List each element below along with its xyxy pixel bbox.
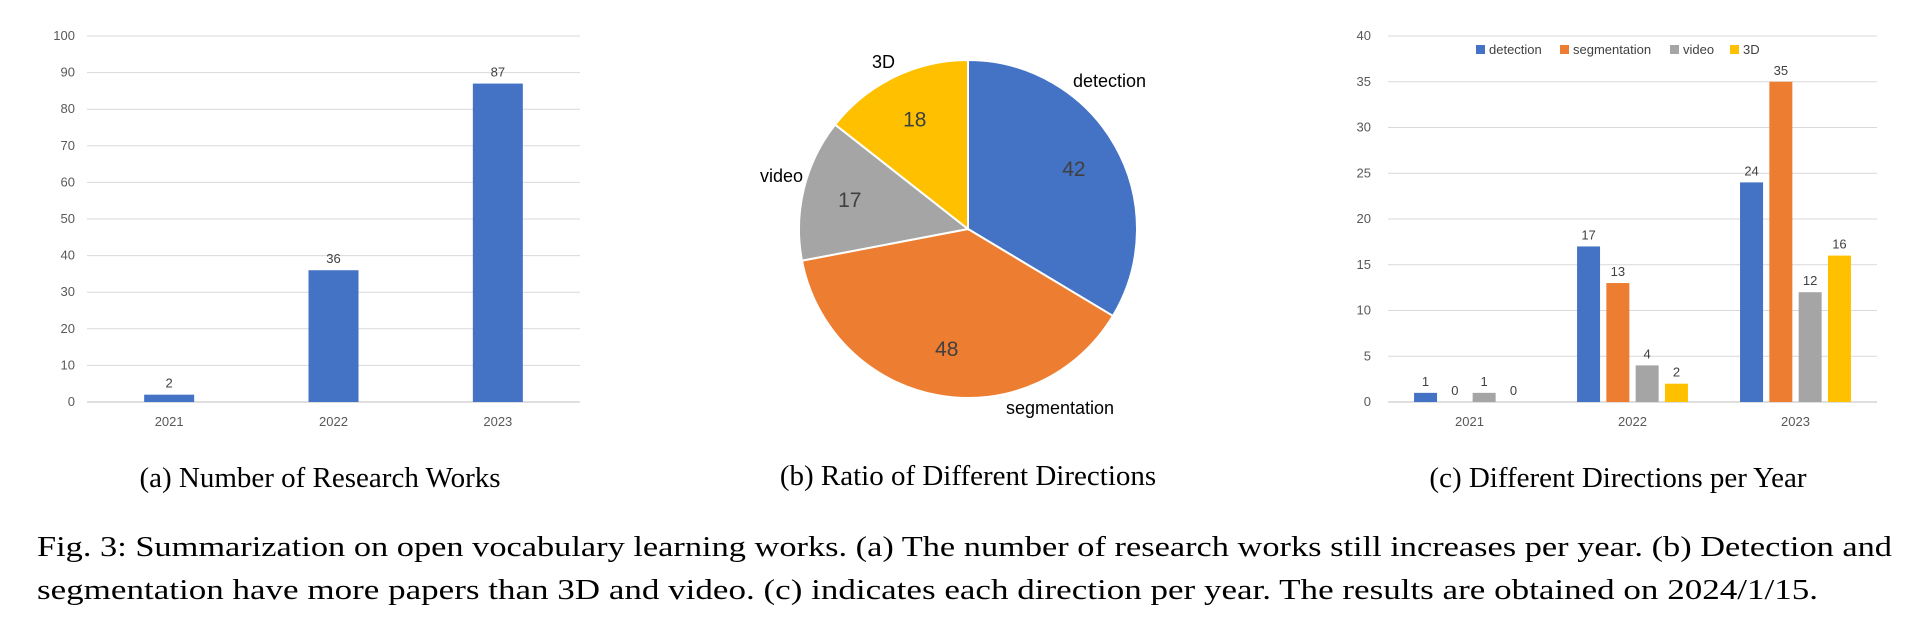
data-label-segmentation-2022: 13 [1611, 264, 1625, 279]
y-tick-label-a: 20 [61, 321, 75, 336]
data-label-3D-2021: 0 [1510, 383, 1517, 398]
data-label-3D-2023: 16 [1832, 237, 1846, 252]
bar-video-2022 [1635, 365, 1659, 402]
y-tick-label-c: 30 [1357, 120, 1371, 135]
caption-a: (a) Number of Research Works [139, 462, 500, 494]
y-tick-label-a: 100 [53, 28, 75, 43]
data-label-detection-2021: 1 [1422, 374, 1429, 389]
pie-category-3D: 3D [872, 52, 895, 72]
y-tick-label-a: 0 [68, 394, 75, 409]
y-tick-label-a: 40 [61, 248, 75, 263]
pie-slice-3D [833, 58, 969, 232]
data-label-segmentation-2023: 35 [1774, 63, 1788, 78]
y-tick-label-c: 20 [1357, 211, 1371, 226]
bar-detection-2023 [1740, 182, 1764, 402]
legend-swatch-segmentation [1560, 45, 1569, 54]
y-tick-label-c: 25 [1357, 165, 1371, 180]
pie-slice-detection [967, 58, 1138, 318]
data-label-detection-2023: 24 [1744, 163, 1758, 178]
data-label-2021: 2 [166, 376, 173, 391]
legend-swatch-detection [1476, 45, 1485, 54]
y-tick-label-a: 70 [61, 138, 75, 153]
legend-label-video: video [1683, 42, 1714, 57]
data-label-detection-2022: 17 [1581, 227, 1595, 242]
bar-segmentation-2023 [1769, 81, 1793, 402]
data-label-video-2022: 4 [1644, 346, 1651, 361]
y-tick-label-c: 0 [1364, 394, 1371, 409]
bar-video-2023 [1798, 292, 1822, 402]
bar-2021 [144, 394, 195, 402]
x-tick-label-2023: 2023 [483, 414, 512, 429]
data-label-3D-2022: 2 [1673, 365, 1680, 380]
bar-segmentation-2022 [1606, 283, 1630, 402]
y-tick-label-c: 10 [1357, 303, 1371, 318]
chart-a-research-works: 0 10 20 30 40 50 60 70 80 90 100 2 2021 36 2022 87 2023 [53, 28, 580, 429]
bar-detection-2022 [1577, 246, 1601, 402]
pie-value-segmentation: 48 [935, 338, 958, 361]
bar-detection-2021 [1414, 392, 1438, 402]
x-tick-label-2021: 2021 [1455, 414, 1484, 429]
data-label-segmentation-2021: 0 [1451, 383, 1458, 398]
pie-category-segmentation: segmentation [1006, 398, 1114, 418]
x-tick-label-2022: 2022 [1618, 414, 1647, 429]
data-label-2023: 87 [491, 65, 505, 80]
y-tick-label-a: 10 [61, 357, 75, 372]
legend-label-detection: detection [1489, 42, 1542, 57]
data-label-video-2023: 12 [1803, 273, 1817, 288]
y-tick-label-a: 30 [61, 284, 75, 299]
x-tick-label-2022: 2022 [319, 414, 348, 429]
legend-label-3D: 3D [1743, 42, 1760, 57]
bar-3D-2022 [1664, 383, 1688, 402]
bar-2022 [308, 270, 359, 402]
y-tick-label-a: 60 [61, 174, 75, 189]
data-label-video-2021: 1 [1481, 374, 1488, 389]
pie-value-detection: 42 [1062, 158, 1085, 181]
legend-label-segmentation: segmentation [1573, 42, 1651, 57]
pie-slice-segmentation [800, 227, 1115, 399]
legend-swatch-3D [1730, 45, 1739, 54]
y-tick-label-a: 80 [61, 101, 75, 116]
y-tick-label-a: 50 [61, 211, 75, 226]
chart-b-direction-ratio: 42 detection 48 segmentation 17 video 18 3D [760, 52, 1146, 418]
pie-value-3D: 18 [903, 109, 926, 132]
chart-c-directions-per-year: 0510152025303540101020211713422022243512… [1357, 28, 1877, 429]
data-label-2022: 36 [326, 251, 340, 266]
legend-swatch-video [1670, 45, 1679, 54]
y-tick-label-c: 35 [1357, 74, 1371, 89]
figure-caption-line-1: Fig. 3: Summarization on open vocabulary… [37, 531, 1893, 563]
pie-category-detection: detection [1073, 71, 1146, 91]
figure-caption-line-2: segmentation have more papers than 3D an… [37, 574, 1818, 606]
bar-video-2021 [1472, 392, 1496, 402]
bar-2023 [472, 83, 523, 402]
pie-slice-video [798, 123, 971, 262]
y-tick-label-a: 90 [61, 65, 75, 80]
caption-c: (c) Different Directions per Year [1429, 462, 1806, 494]
pie-category-video: video [760, 166, 803, 186]
y-tick-label-c: 5 [1364, 348, 1371, 363]
y-tick-label-c: 15 [1357, 257, 1371, 272]
y-tick-label-c: 40 [1357, 28, 1371, 43]
x-tick-label-2023: 2023 [1781, 414, 1810, 429]
bar-3D-2023 [1827, 255, 1851, 402]
pie-value-video: 17 [838, 189, 861, 212]
caption-b: (b) Ratio of Different Directions [780, 460, 1156, 492]
x-tick-label-2021: 2021 [155, 414, 184, 429]
